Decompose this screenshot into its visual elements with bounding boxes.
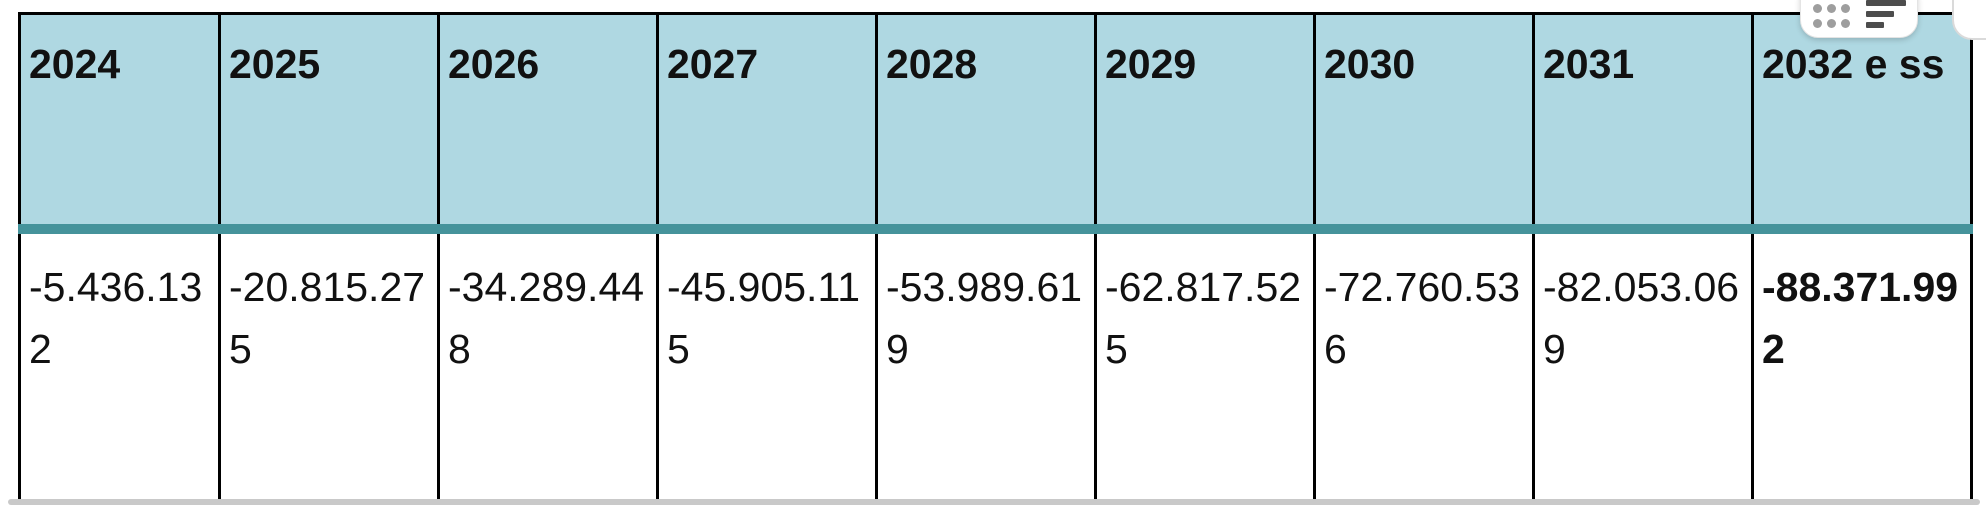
year-header-cell[interactable]: 2029 <box>1097 15 1316 224</box>
bar <box>1865 22 1884 28</box>
value-cell[interactable]: -5.436.132 <box>21 234 221 499</box>
drag-dots-icon[interactable] <box>1812 4 1850 28</box>
dot <box>1812 19 1822 28</box>
table-clip-shadow-line <box>8 499 1980 505</box>
value-cell[interactable]: -45.905.115 <box>659 234 878 499</box>
values-data-row: -5.436.132 -20.815.275 -34.289.448 -45.9… <box>18 234 1973 499</box>
year-header-cell[interactable]: 2028 <box>878 15 1097 224</box>
bar <box>1865 0 1906 6</box>
bar <box>1865 11 1894 17</box>
cropped-panel-corner <box>1952 0 1986 40</box>
table-floating-toolbar <box>1800 0 1918 38</box>
year-header-cell[interactable]: 2031 <box>1535 15 1754 224</box>
dot <box>1812 4 1822 13</box>
value-cell[interactable]: -82.053.069 <box>1535 234 1754 499</box>
value-cell[interactable]: -72.760.536 <box>1316 234 1535 499</box>
sort-lines-glyph <box>1865 0 1906 28</box>
value-cell[interactable]: -88.371.992 <box>1754 234 1973 499</box>
year-header-cell[interactable]: 2024 <box>21 15 221 224</box>
value-cell[interactable]: -53.989.619 <box>878 234 1097 499</box>
year-header-cell[interactable]: 2030 <box>1316 15 1535 224</box>
year-values-table: 2024 2025 2026 2027 2028 2029 2030 2031 … <box>18 12 1973 499</box>
year-header-cell[interactable]: 2032 e ss <box>1754 15 1973 224</box>
dot <box>1840 19 1850 28</box>
dot <box>1840 4 1850 13</box>
year-header-cell[interactable]: 2027 <box>659 15 878 224</box>
value-cell[interactable]: -20.815.275 <box>221 234 440 499</box>
drag-dots-glyph <box>1812 4 1850 28</box>
dot <box>1826 4 1836 13</box>
header-divider-line <box>18 224 1973 234</box>
year-header-row: 2024 2025 2026 2027 2028 2029 2030 2031 … <box>18 12 1973 224</box>
sort-lines-icon[interactable] <box>1865 0 1906 28</box>
value-cell[interactable]: -62.817.525 <box>1097 234 1316 499</box>
year-header-cell[interactable]: 2026 <box>440 15 659 224</box>
dot <box>1826 19 1836 28</box>
year-header-cell[interactable]: 2025 <box>221 15 440 224</box>
value-cell[interactable]: -34.289.448 <box>440 234 659 499</box>
